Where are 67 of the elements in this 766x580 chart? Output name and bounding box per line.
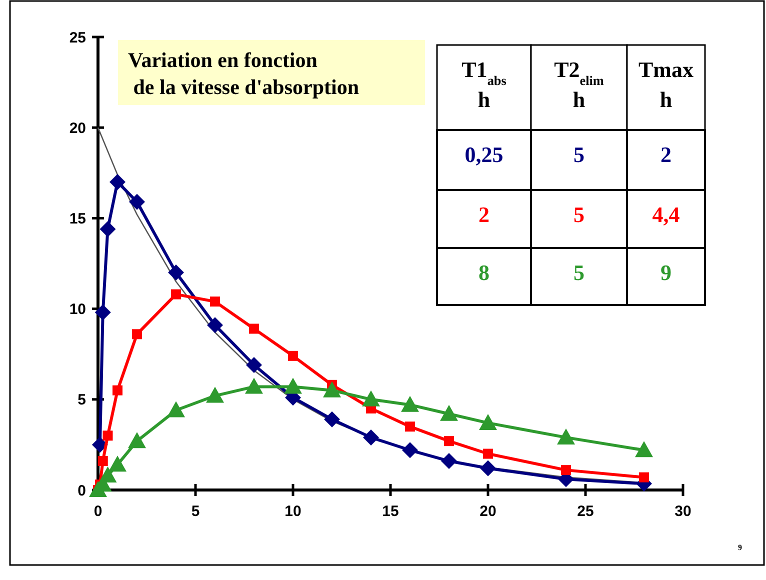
point: [132, 329, 142, 340]
point: [440, 404, 458, 421]
annotation: T2$_{elim}$ h: [554, 57, 604, 112]
y-tick-label: 25: [69, 29, 86, 46]
x-tick-label: 10: [284, 503, 302, 520]
x-tick-label: 25: [577, 503, 594, 520]
point: [206, 386, 224, 403]
point: [363, 429, 379, 446]
point: [557, 428, 575, 444]
point: [245, 378, 263, 394]
point: [635, 441, 653, 458]
point: [128, 432, 146, 448]
point: [483, 448, 493, 459]
point: [98, 466, 117, 483]
point: [405, 422, 415, 432]
point: [402, 442, 418, 458]
annotation: T1$_{abs}$ h: [462, 57, 506, 112]
text: Variation en fonction de la vitesse d'absorption: [128, 48, 360, 99]
annotation: 5: [574, 202, 584, 227]
point: [246, 356, 262, 373]
x-tick-label: 30: [674, 503, 692, 520]
point: [441, 453, 457, 470]
point: [171, 289, 181, 300]
text: 9: [738, 543, 742, 552]
point: [324, 411, 340, 428]
y-tick-label: 0: [78, 482, 86, 500]
annotation: 5: [574, 260, 584, 285]
annotation: 5: [574, 142, 584, 167]
annotation: 4,4: [652, 202, 680, 227]
point: [323, 381, 341, 398]
point: [210, 296, 220, 307]
point: [94, 304, 111, 320]
annotation: 8: [478, 260, 490, 285]
x-tick-label: 20: [480, 503, 496, 520]
annotation: 9: [660, 260, 672, 285]
point: [110, 174, 126, 190]
annotation: 2: [660, 142, 672, 167]
point: [284, 378, 302, 394]
point: [444, 436, 454, 446]
point: [480, 460, 496, 476]
point: [92, 436, 108, 453]
point: [112, 385, 122, 396]
point: [168, 264, 184, 281]
y-tick-label: 10: [69, 301, 86, 318]
point: [167, 401, 185, 418]
point: [249, 324, 259, 334]
annotation: 2: [478, 202, 490, 227]
annotation: 0,25: [464, 142, 504, 167]
point: [102, 430, 113, 441]
point: [98, 456, 108, 466]
point: [129, 194, 145, 210]
y-tick-label: 20: [69, 120, 86, 137]
x-tick-label: 0: [94, 503, 102, 520]
x-tick-label: 15: [382, 503, 399, 520]
y-tick-label: 5: [78, 392, 86, 409]
annotation: Tmax h: [638, 57, 694, 112]
point: [288, 350, 298, 361]
point: [108, 456, 126, 472]
y-tick-label: 15: [69, 210, 86, 228]
point: [639, 472, 649, 482]
point: [561, 465, 571, 476]
point: [207, 317, 223, 334]
point: [362, 390, 380, 406]
x-tick-label: 5: [191, 503, 200, 520]
point: [401, 396, 419, 412]
point: [100, 221, 116, 238]
point: [479, 414, 497, 430]
